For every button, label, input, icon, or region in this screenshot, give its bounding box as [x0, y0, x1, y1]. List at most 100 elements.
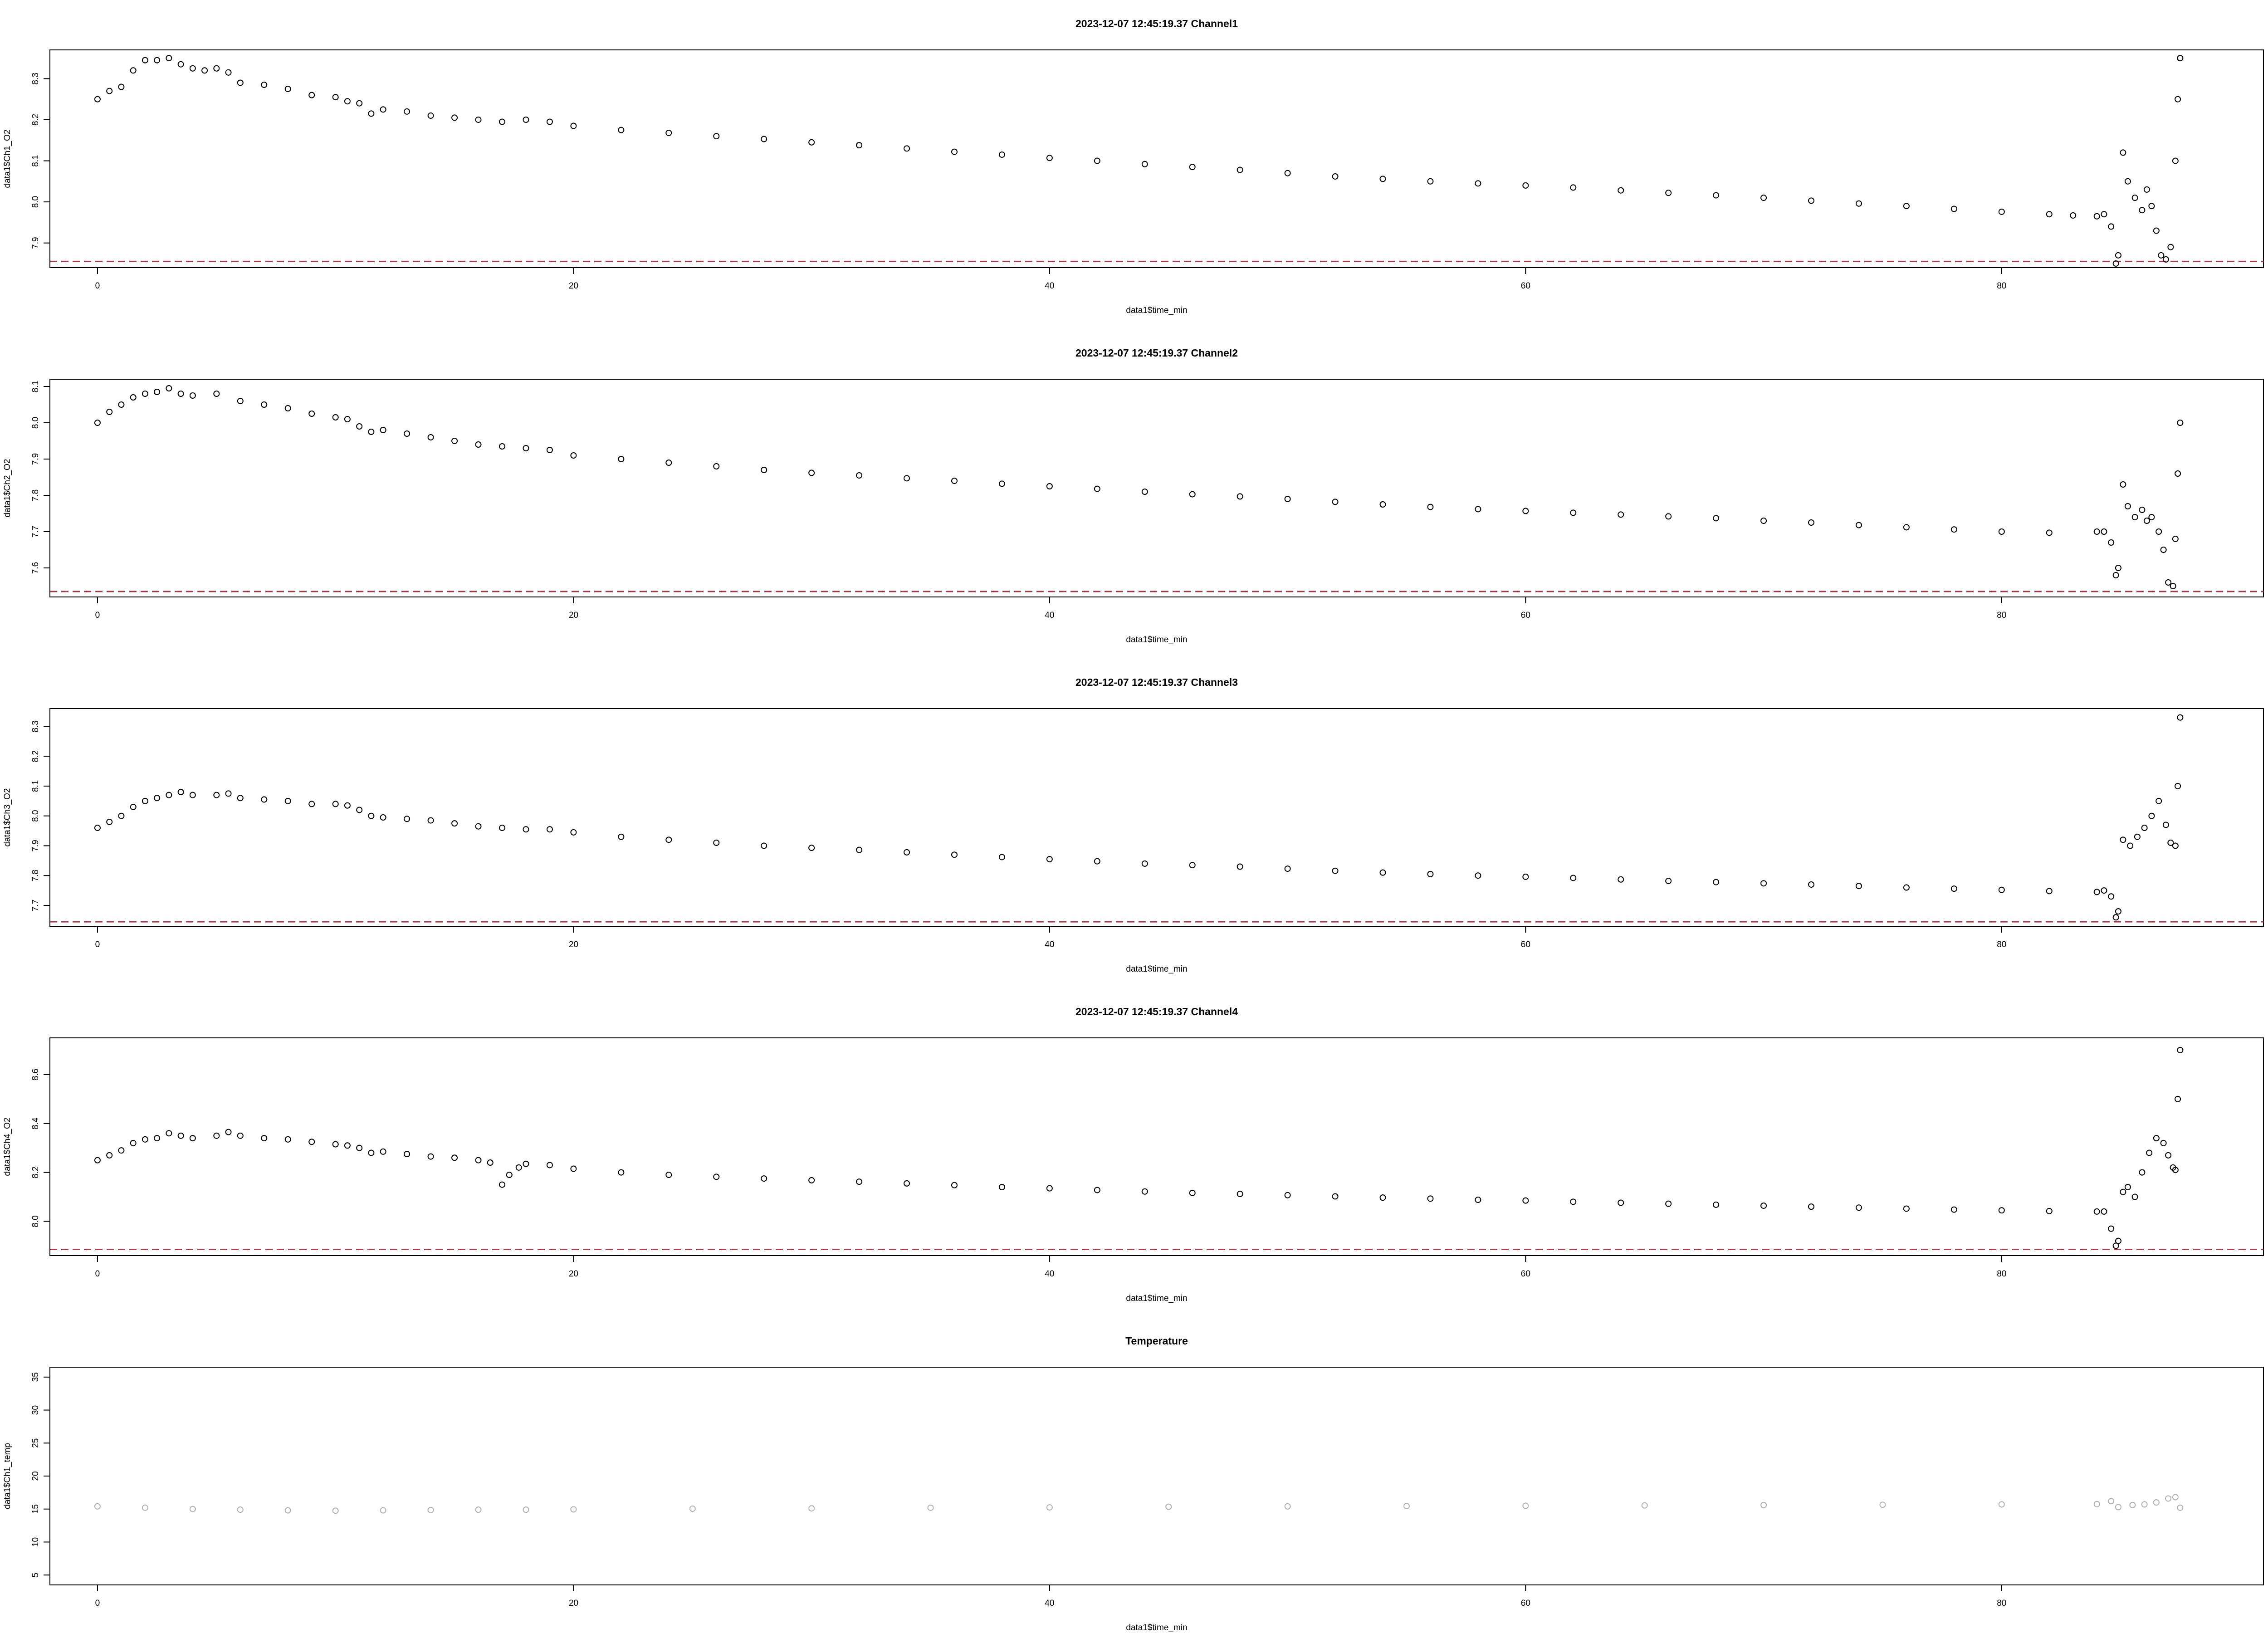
data-point	[2112, 1242, 2119, 1249]
data-point	[1522, 182, 1529, 189]
data-point	[618, 127, 625, 133]
data-point	[344, 416, 351, 422]
data-point	[1665, 878, 1672, 885]
y-tick-label: 20	[31, 1471, 40, 1481]
data-point	[154, 389, 161, 395]
data-point	[356, 423, 363, 430]
data-point	[94, 825, 101, 831]
data-point	[308, 1139, 315, 1145]
y-tick-label: 7.8	[31, 870, 40, 881]
data-point	[523, 826, 529, 833]
data-point	[427, 1153, 434, 1160]
data-point	[1237, 863, 1243, 870]
data-point	[2172, 157, 2179, 164]
x-axis-label: data1$time_min	[1126, 964, 1187, 974]
data-point	[404, 108, 411, 115]
data-point	[951, 851, 958, 858]
y-tick-label: 8.1	[31, 381, 40, 392]
data-point	[368, 812, 375, 819]
data-point	[2131, 195, 2138, 201]
data-point	[189, 65, 196, 72]
data-point	[2139, 507, 2146, 513]
data-point	[427, 434, 434, 440]
x-axis-label: data1$time_min	[1126, 1623, 1187, 1633]
data-point	[2177, 1046, 2184, 1053]
data-point	[356, 1144, 363, 1151]
data-point	[713, 463, 720, 469]
data-point	[2112, 572, 2119, 578]
data-point	[2046, 211, 2053, 218]
data-point	[2046, 529, 2053, 536]
x-axis: 0 20 40 60 80	[95, 1256, 2006, 1279]
data-point	[2172, 536, 2179, 542]
data-point	[142, 391, 148, 397]
data-point	[2108, 223, 2115, 230]
data-point	[177, 61, 184, 68]
data-point	[130, 803, 137, 810]
data-point	[1950, 205, 1957, 212]
data-point	[225, 790, 232, 797]
y-axis-label: data1$Ch2_O2	[3, 459, 12, 518]
data-point	[1284, 1503, 1291, 1510]
data-point	[2167, 839, 2174, 846]
data-points	[94, 1046, 2184, 1249]
data-point	[475, 1506, 482, 1513]
x-tick-label: 40	[1045, 1269, 1054, 1279]
data-point	[2124, 178, 2131, 185]
data-point	[570, 452, 577, 459]
data-point	[1165, 1503, 1172, 1510]
data-point	[1879, 1501, 1886, 1508]
data-point	[1046, 1185, 1053, 1192]
data-point	[1046, 1504, 1053, 1511]
data-point	[499, 825, 505, 831]
data-point	[189, 392, 196, 399]
data-point	[2101, 211, 2107, 218]
x-axis-label: data1$time_min	[1126, 1294, 1187, 1303]
data-point	[1046, 155, 1053, 161]
data-point	[1094, 485, 1100, 492]
data-point	[356, 807, 363, 813]
data-point	[142, 797, 148, 804]
data-point	[951, 478, 958, 484]
data-point	[261, 796, 268, 803]
y-tick-label: 8.6	[31, 1069, 40, 1081]
data-point	[154, 57, 161, 64]
data-point	[1475, 1197, 1481, 1203]
x-tick-label: 80	[1997, 940, 2006, 949]
data-point	[106, 1152, 113, 1159]
data-point	[166, 1130, 172, 1137]
data-point	[570, 829, 577, 836]
data-point	[904, 849, 910, 856]
data-point	[1522, 873, 1529, 880]
x-tick-label: 0	[95, 281, 100, 291]
data-point	[1760, 1202, 1767, 1209]
data-point	[499, 443, 505, 450]
data-point	[1379, 176, 1386, 182]
data-point	[1808, 519, 1815, 526]
data-point	[2165, 1152, 2172, 1159]
data-point	[2153, 227, 2160, 234]
data-point	[1189, 862, 1196, 869]
data-point	[1332, 499, 1339, 505]
data-points	[94, 714, 2184, 921]
y-axis: 5 10 15 20 25 30 35	[31, 1372, 50, 1577]
data-point	[2143, 518, 2150, 524]
data-point	[1332, 173, 1339, 180]
panel-title: Temperature	[1125, 1335, 1188, 1347]
data-point	[2156, 528, 2162, 535]
data-point	[1903, 884, 1910, 891]
data-point	[713, 839, 720, 846]
data-point	[2162, 256, 2169, 263]
data-point	[1094, 858, 1100, 865]
data-point	[1046, 483, 1053, 489]
data-point	[506, 1172, 513, 1178]
data-point	[2148, 203, 2155, 210]
data-point	[166, 792, 172, 798]
data-point	[1950, 1206, 1957, 1213]
y-axis-label: data1$Ch1_O2	[3, 130, 12, 188]
data-point	[499, 118, 505, 125]
data-point	[2170, 583, 2176, 589]
data-point	[2134, 833, 2141, 840]
y-tick-label: 7.8	[31, 489, 40, 501]
